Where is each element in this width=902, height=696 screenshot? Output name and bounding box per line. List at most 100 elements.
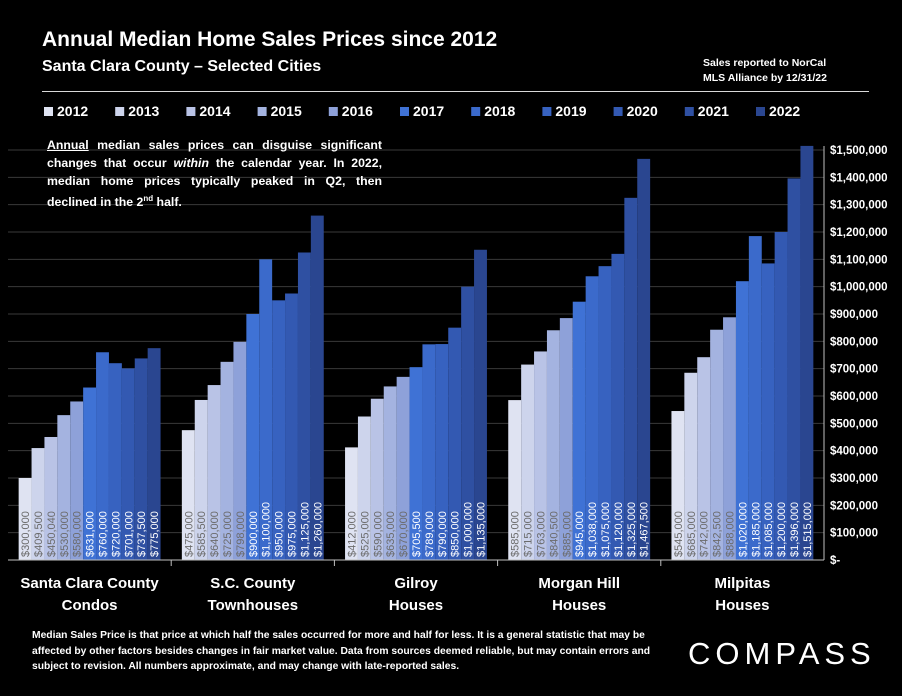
bar — [697, 357, 711, 560]
y-tick-label: $600,000 — [830, 391, 878, 403]
legend-label: 2021 — [698, 103, 729, 119]
source-note: Sales reported to NorCal MLS Alliance by… — [703, 56, 827, 86]
bar-value-label: $950,000 — [274, 511, 286, 557]
bar-value-label: $760,000 — [98, 511, 110, 557]
legend-swatch — [613, 107, 623, 116]
bar — [70, 401, 84, 560]
bar — [461, 286, 475, 560]
note-superscript: nd — [143, 194, 154, 203]
bar — [723, 317, 736, 560]
note-text-3: half. — [153, 195, 182, 210]
bar-value-label: $775,000 — [149, 511, 161, 557]
bar — [108, 363, 122, 560]
note-text-1: median sales prices can disguise signifi… — [47, 138, 382, 170]
bar-value-label: $850,000 — [450, 511, 462, 557]
bar — [637, 158, 651, 560]
legend-swatch — [328, 107, 338, 116]
bar — [787, 178, 801, 560]
y-tick-label: $1,500,000 — [830, 145, 888, 157]
bar-value-label: $720,000 — [110, 511, 122, 557]
bar-value-label: $635,000 — [385, 511, 397, 557]
y-tick-label: $200,000 — [830, 500, 878, 512]
bar — [396, 376, 410, 560]
bar — [18, 478, 32, 560]
category-label-line-1: Santa Clara County — [20, 575, 159, 592]
bar — [31, 448, 45, 560]
bar-value-label: $1,100,000 — [261, 502, 273, 557]
bar-value-label: $585,500 — [196, 511, 208, 557]
bar — [310, 215, 324, 560]
chart-title: Annual Median Home Sales Prices since 20… — [42, 28, 498, 51]
bar-value-label: $701,000 — [123, 511, 135, 557]
bar — [671, 411, 685, 560]
bar-value-label: $670,000 — [398, 511, 410, 557]
header-divider — [42, 91, 869, 92]
source-note-line-2: MLS Alliance by 12/31/22 — [703, 72, 827, 84]
bar — [220, 361, 234, 560]
bar-value-label: $789,000 — [424, 511, 436, 557]
legend-swatch — [684, 107, 694, 116]
bar-value-label: $790,000 — [437, 511, 449, 557]
bar-value-label: $885,000 — [561, 511, 573, 557]
bar-value-label: $763,000 — [536, 511, 548, 557]
legend-swatch — [471, 107, 481, 116]
bar — [409, 367, 423, 560]
bar-value-label: $737,500 — [136, 511, 148, 557]
bar — [521, 364, 535, 560]
bar-value-label: $580,000 — [72, 511, 84, 557]
bar — [611, 253, 625, 560]
bar — [57, 415, 71, 560]
bar — [345, 447, 358, 560]
category-label-line-2: Townhouses — [208, 597, 299, 614]
legend-swatch — [186, 107, 196, 116]
chart-subtitle: Santa Clara County – Selected Cities — [42, 58, 322, 75]
bar-value-label: $409,500 — [33, 511, 45, 557]
bar — [370, 398, 384, 560]
bar-value-label: $1,038,000 — [587, 502, 599, 557]
bar-value-label: $975,000 — [287, 511, 299, 557]
legend-swatch — [400, 107, 409, 116]
bar — [684, 372, 698, 560]
bar — [508, 400, 522, 560]
note-text-2: the calendar year. In 2022, median home … — [47, 156, 382, 210]
bar — [585, 276, 599, 560]
bar — [383, 386, 397, 560]
footer-disclaimer: Median Sales Price is that price at whic… — [32, 630, 651, 672]
bar — [572, 301, 586, 560]
bar-value-label: $475,000 — [183, 511, 195, 557]
bar — [448, 327, 462, 560]
legend-label: 2012 — [57, 103, 88, 119]
legend-label: 2020 — [627, 103, 658, 119]
bar-value-label: $1,020,000 — [737, 502, 749, 557]
bar-value-label: $1,120,000 — [613, 502, 625, 557]
y-tick-label: $400,000 — [830, 446, 878, 458]
bar — [534, 351, 547, 560]
category-label-line-2: Houses — [715, 597, 769, 614]
category-label-line-1: Milpitas — [714, 575, 770, 592]
bar-value-label: $685,000 — [686, 511, 698, 557]
bar-value-label: $1,085,000 — [763, 502, 775, 557]
bar — [246, 314, 260, 560]
bar — [435, 344, 449, 560]
legend-swatch — [542, 107, 552, 116]
category-label-line-1: Gilroy — [394, 575, 438, 592]
bar-value-label: $842,500 — [712, 511, 724, 557]
y-tick-label: $1,300,000 — [830, 200, 888, 212]
bar-value-label: $1,185,000 — [750, 502, 762, 557]
bar-value-label: $1,125,000 — [299, 502, 311, 557]
bar-value-label: $585,000 — [510, 511, 522, 557]
bar-value-label: $840,500 — [548, 511, 560, 557]
bar-value-label: $715,000 — [523, 511, 535, 557]
category-label-line-2: Condos — [62, 597, 118, 614]
bar — [207, 385, 221, 560]
bar-value-label: $1,325,000 — [626, 502, 638, 557]
bar-value-label: $1,000,000 — [463, 502, 475, 557]
bar — [272, 300, 286, 560]
y-tick-label: $500,000 — [830, 418, 878, 430]
bar-value-label: $1,515,000 — [802, 502, 814, 557]
note-emphasis: within — [173, 156, 209, 170]
y-tick-label: $1,200,000 — [830, 227, 888, 239]
legend-label: 2016 — [342, 103, 373, 119]
bar — [735, 281, 749, 560]
